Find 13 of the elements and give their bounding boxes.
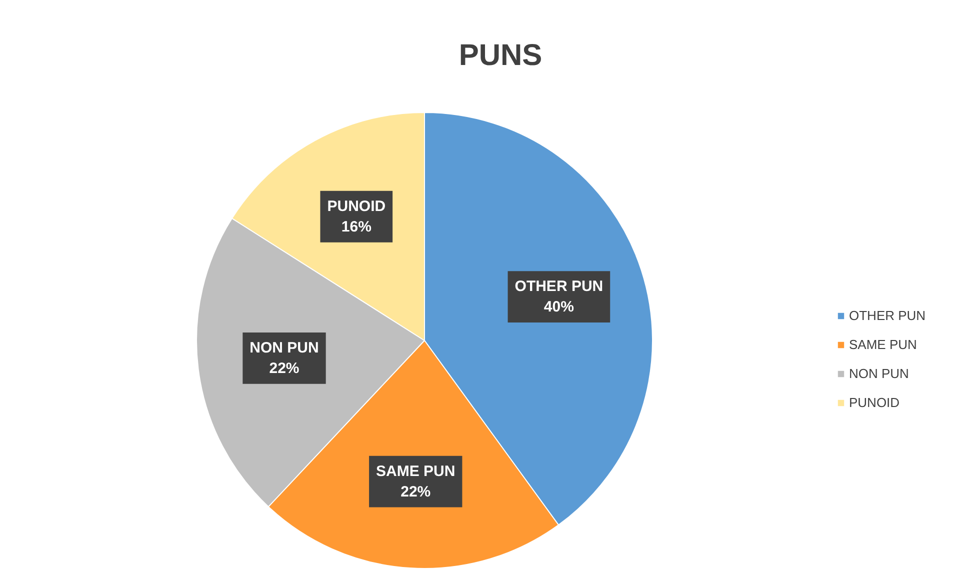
- legend-label: OTHER PUN: [849, 308, 926, 323]
- legend-label: NON PUN: [849, 366, 909, 381]
- slice-label: SAME PUN: [376, 462, 456, 480]
- data-label: 22%: [269, 360, 300, 377]
- slice-label: NON PUN: [250, 340, 319, 357]
- legend-label: SAME PUN: [849, 337, 917, 352]
- data-label: 22%: [400, 483, 431, 500]
- legend-label: PUNOID: [849, 395, 900, 410]
- slice-label: OTHER PUN: [514, 278, 604, 296]
- data-label: 40%: [544, 298, 574, 316]
- chart-title: PUNS: [458, 39, 542, 72]
- data-label: 16%: [341, 218, 372, 236]
- slice-label: PUNOID: [327, 198, 386, 215]
